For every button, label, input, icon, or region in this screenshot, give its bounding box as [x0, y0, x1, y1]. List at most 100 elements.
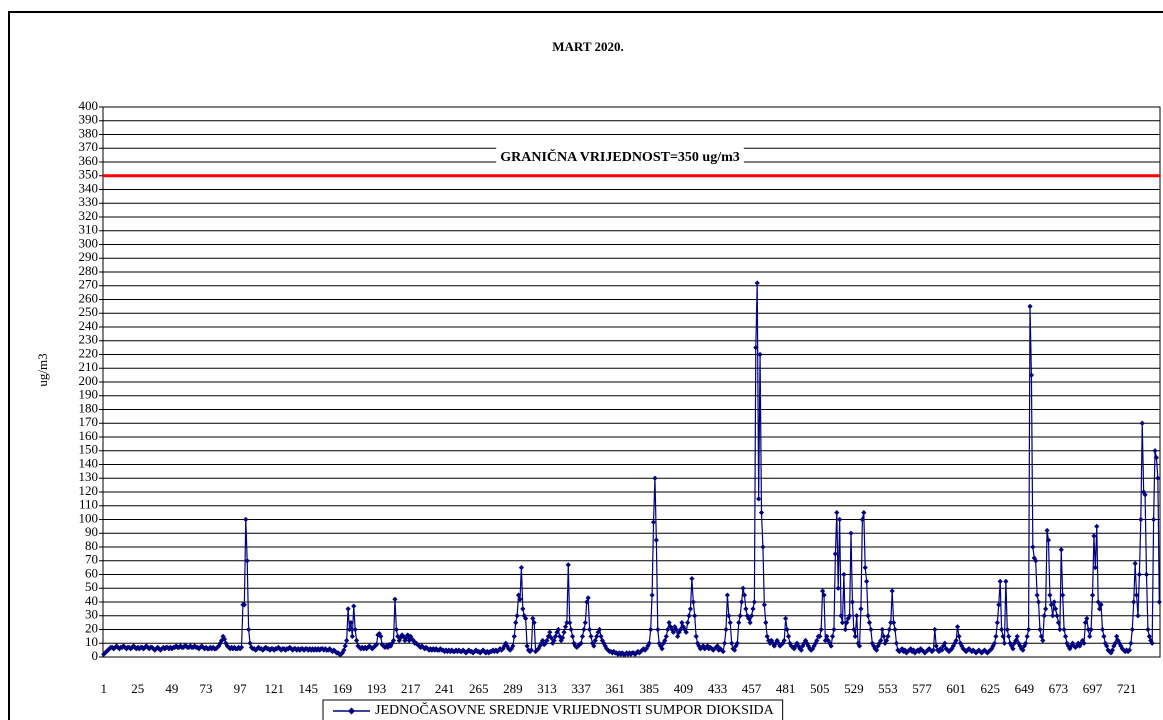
- data-point: [1048, 602, 1054, 608]
- y-tick-label: 270: [79, 277, 99, 292]
- data-point: [1034, 592, 1040, 598]
- data-point: [625, 651, 631, 657]
- data-point: [569, 633, 576, 639]
- data-point: [571, 640, 577, 646]
- data-point: [844, 620, 850, 626]
- data-point: [663, 633, 669, 639]
- data-point: [1003, 578, 1009, 584]
- data-point: [660, 640, 667, 646]
- data-point: [954, 624, 961, 630]
- data-point: [856, 643, 863, 649]
- data-point: [848, 530, 854, 536]
- data-point: [1115, 637, 1121, 644]
- data-point: [328, 647, 334, 653]
- data-point: [359, 644, 365, 650]
- data-point: [872, 646, 878, 652]
- data-point: [1052, 606, 1059, 612]
- y-tick-label: 180: [79, 400, 99, 415]
- data-point: [720, 648, 726, 655]
- data-point: [886, 626, 892, 633]
- y-tick-label: 10: [85, 634, 98, 649]
- data-point: [1044, 527, 1050, 534]
- data-point: [834, 510, 840, 516]
- data-point: [471, 648, 478, 655]
- data-point: [1068, 643, 1074, 649]
- x-tick-label: 673: [1049, 681, 1069, 696]
- data-point: [582, 620, 588, 626]
- data-point: [864, 578, 870, 584]
- data-point: [672, 624, 678, 630]
- data-point: [1139, 420, 1145, 426]
- data-point: [497, 646, 503, 652]
- data-point: [247, 640, 253, 646]
- x-tick-label: 409: [674, 681, 694, 696]
- data-point: [1016, 640, 1022, 646]
- data-point: [829, 633, 836, 639]
- data-point: [1030, 544, 1036, 550]
- data-point: [510, 643, 516, 649]
- data-point: [322, 646, 328, 652]
- x-tick-label: 25: [131, 681, 144, 696]
- y-tick-label: 210: [79, 359, 99, 374]
- data-point: [565, 562, 571, 568]
- data-point: [736, 620, 742, 626]
- y-tick-label: 40: [85, 593, 98, 608]
- data-point: [432, 647, 438, 653]
- data-point: [778, 642, 784, 648]
- y-tick-label: 350: [79, 167, 99, 182]
- data-point: [915, 647, 921, 653]
- data-point: [879, 626, 885, 633]
- data-point: [1085, 626, 1091, 633]
- data-point: [858, 606, 864, 612]
- data-point: [653, 537, 659, 543]
- data-point: [838, 613, 844, 619]
- data-point: [469, 648, 475, 655]
- data-point: [852, 633, 858, 639]
- data-point: [345, 606, 351, 612]
- data-point: [545, 633, 551, 639]
- data-point: [936, 648, 942, 655]
- data-point: [846, 613, 853, 619]
- data-point: [301, 647, 307, 653]
- data-point: [893, 640, 900, 646]
- data-point: [1045, 537, 1052, 543]
- data-point: [831, 626, 837, 633]
- data-point: [665, 626, 671, 633]
- data-point: [406, 637, 412, 644]
- data-point: [562, 624, 569, 630]
- data-point: [1023, 640, 1029, 646]
- data-point: [687, 606, 694, 612]
- data-point: [422, 646, 428, 652]
- data-point: [253, 647, 259, 653]
- data-point: [358, 646, 364, 652]
- data-point: [666, 620, 672, 626]
- data-point: [221, 636, 228, 642]
- data-point: [748, 613, 755, 619]
- data-point: [1088, 626, 1094, 633]
- data-point: [957, 640, 963, 646]
- data-point: [685, 620, 691, 626]
- data-point: [1094, 523, 1100, 529]
- data-point: [490, 647, 496, 653]
- data-point: [1132, 560, 1138, 567]
- data-point: [300, 646, 306, 652]
- data-point: [891, 620, 897, 626]
- data-point: [586, 626, 593, 633]
- x-tick-label: 481: [776, 681, 796, 696]
- data-point: [416, 643, 422, 649]
- data-point: [662, 637, 668, 644]
- data-point: [969, 648, 975, 655]
- data-point: [693, 633, 699, 639]
- data-point: [677, 626, 684, 633]
- data-point: [523, 615, 529, 622]
- data-point: [453, 647, 459, 653]
- y-tick-label: 220: [79, 345, 99, 360]
- y-tick-label: 30: [85, 607, 98, 622]
- data-point: [1122, 648, 1128, 655]
- data-point: [535, 646, 542, 652]
- data-point: [365, 644, 371, 650]
- data-point: [920, 648, 927, 655]
- data-point: [741, 592, 748, 598]
- data-point: [989, 646, 995, 652]
